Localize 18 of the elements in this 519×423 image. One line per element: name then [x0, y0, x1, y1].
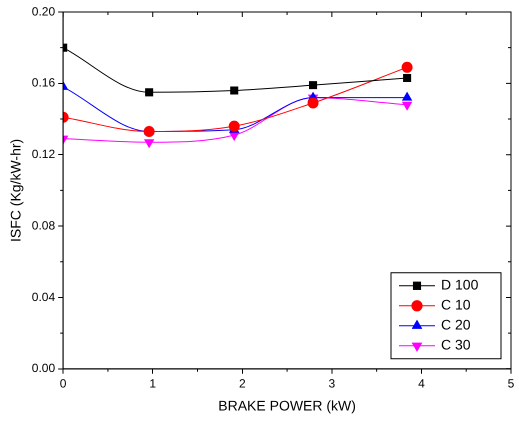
y-tick-label: 0.00 [32, 361, 56, 376]
x-tick-label: 3 [328, 376, 336, 390]
y-tick-label: 0.08 [32, 218, 56, 232]
x-tick-label: 0 [60, 376, 67, 390]
y-tick-label: 0.12 [32, 147, 56, 162]
legend-label: C 10 [441, 296, 471, 313]
legend-label: D 100 [441, 276, 479, 293]
y-tick-label: 0.16 [32, 76, 56, 90]
y-axis-title: ISFC (Kg/kW-hr) [7, 138, 24, 242]
y-tick-label: 0.04 [32, 290, 56, 304]
x-tick-label: 4 [418, 376, 426, 390]
x-tick-label: 2 [238, 376, 246, 390]
y-tick-label: 0.20 [32, 4, 56, 18]
x-axis-title: BRAKE POWER (kW) [218, 397, 356, 414]
x-tick-label: 1 [149, 376, 156, 390]
legend-label: C 30 [441, 336, 471, 353]
x-tick-label: 5 [508, 376, 515, 390]
legend-label: C 20 [441, 316, 471, 333]
